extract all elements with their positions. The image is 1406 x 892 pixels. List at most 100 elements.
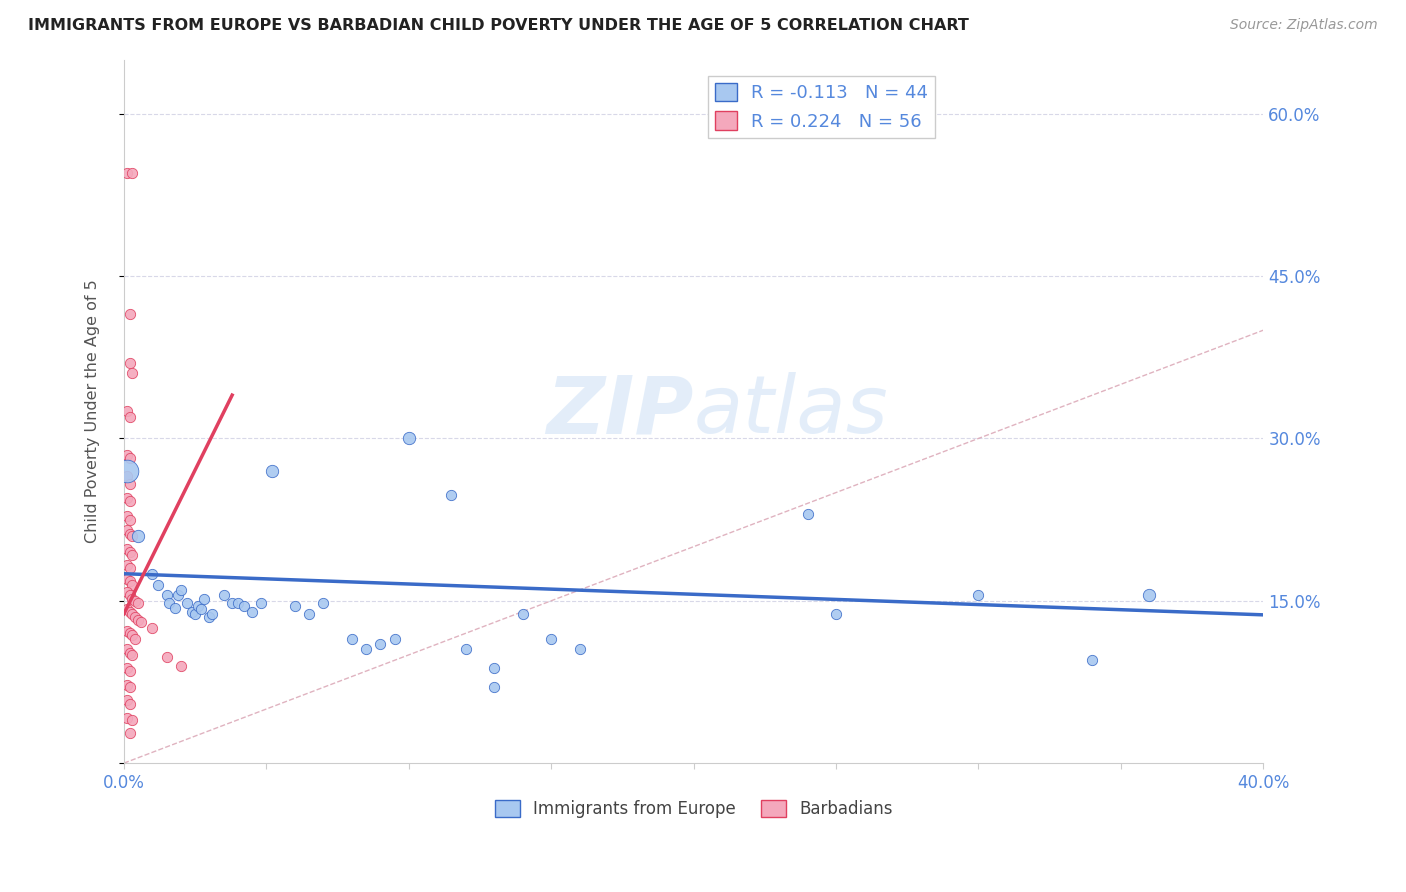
Point bbox=[484, 661, 506, 675]
Point bbox=[201, 607, 224, 621]
Point bbox=[127, 596, 149, 610]
Point bbox=[384, 632, 406, 646]
Point bbox=[240, 605, 263, 619]
Point bbox=[115, 404, 138, 418]
Point bbox=[181, 605, 204, 619]
Point bbox=[1081, 653, 1104, 667]
Point bbox=[170, 582, 193, 597]
Point bbox=[170, 658, 193, 673]
Point bbox=[512, 607, 534, 621]
Point bbox=[124, 610, 146, 624]
Point bbox=[115, 166, 138, 180]
Point bbox=[226, 596, 249, 610]
Point bbox=[124, 594, 146, 608]
Point bbox=[312, 596, 335, 610]
Point bbox=[118, 605, 141, 619]
Point bbox=[115, 693, 138, 707]
Point bbox=[340, 632, 363, 646]
Point bbox=[141, 566, 163, 581]
Point bbox=[141, 621, 163, 635]
Point bbox=[118, 513, 141, 527]
Point bbox=[115, 491, 138, 505]
Point bbox=[484, 681, 506, 695]
Point bbox=[115, 469, 138, 483]
Point bbox=[118, 681, 141, 695]
Point bbox=[368, 637, 391, 651]
Point bbox=[454, 642, 477, 657]
Point bbox=[121, 367, 143, 381]
Point bbox=[967, 588, 990, 602]
Point bbox=[118, 526, 141, 541]
Point bbox=[115, 509, 138, 524]
Point bbox=[298, 607, 321, 621]
Point bbox=[165, 601, 187, 615]
Point bbox=[118, 409, 141, 424]
Point bbox=[118, 450, 141, 465]
Point bbox=[249, 596, 271, 610]
Point bbox=[193, 591, 215, 606]
Point bbox=[260, 464, 283, 478]
Point bbox=[118, 545, 141, 559]
Point bbox=[156, 588, 179, 602]
Point bbox=[159, 596, 181, 610]
Point bbox=[118, 588, 141, 602]
Point bbox=[127, 529, 149, 543]
Point bbox=[115, 558, 138, 572]
Point bbox=[796, 507, 818, 521]
Point bbox=[118, 726, 141, 740]
Point bbox=[121, 591, 143, 606]
Point bbox=[121, 713, 143, 727]
Point bbox=[115, 624, 138, 638]
Point bbox=[121, 549, 143, 563]
Point bbox=[198, 610, 221, 624]
Point bbox=[121, 529, 143, 543]
Point bbox=[121, 648, 143, 662]
Legend: Immigrants from Europe, Barbadians: Immigrants from Europe, Barbadians bbox=[488, 794, 900, 825]
Point bbox=[129, 615, 152, 630]
Point bbox=[221, 596, 243, 610]
Point bbox=[127, 613, 149, 627]
Point bbox=[118, 476, 141, 491]
Point bbox=[115, 602, 138, 616]
Point bbox=[115, 572, 138, 586]
Point bbox=[118, 664, 141, 678]
Point bbox=[118, 697, 141, 711]
Text: atlas: atlas bbox=[693, 372, 889, 450]
Point bbox=[115, 524, 138, 538]
Point bbox=[124, 632, 146, 646]
Point bbox=[118, 626, 141, 640]
Text: ZIP: ZIP bbox=[547, 372, 693, 450]
Point bbox=[118, 561, 141, 575]
Point bbox=[176, 596, 198, 610]
Point bbox=[115, 678, 138, 692]
Point bbox=[121, 577, 143, 591]
Point bbox=[398, 432, 420, 446]
Point bbox=[118, 356, 141, 370]
Point bbox=[232, 599, 254, 614]
Point bbox=[121, 166, 143, 180]
Point bbox=[187, 599, 209, 614]
Point bbox=[284, 599, 307, 614]
Point bbox=[118, 307, 141, 321]
Point bbox=[825, 607, 848, 621]
Point bbox=[115, 448, 138, 462]
Point bbox=[440, 488, 463, 502]
Point bbox=[118, 574, 141, 589]
Text: IMMIGRANTS FROM EUROPE VS BARBADIAN CHILD POVERTY UNDER THE AGE OF 5 CORRELATION: IMMIGRANTS FROM EUROPE VS BARBADIAN CHIL… bbox=[28, 18, 969, 33]
Point bbox=[115, 541, 138, 556]
Point bbox=[115, 642, 138, 657]
Point bbox=[212, 588, 235, 602]
Point bbox=[167, 588, 190, 602]
Point bbox=[190, 602, 212, 616]
Point bbox=[540, 632, 562, 646]
Point bbox=[118, 646, 141, 660]
Point bbox=[568, 642, 591, 657]
Point bbox=[115, 661, 138, 675]
Point bbox=[1137, 588, 1160, 602]
Point bbox=[121, 628, 143, 642]
Text: Source: ZipAtlas.com: Source: ZipAtlas.com bbox=[1230, 18, 1378, 32]
Point bbox=[184, 607, 207, 621]
Point bbox=[156, 650, 179, 665]
Point bbox=[118, 494, 141, 508]
Point bbox=[115, 711, 138, 725]
